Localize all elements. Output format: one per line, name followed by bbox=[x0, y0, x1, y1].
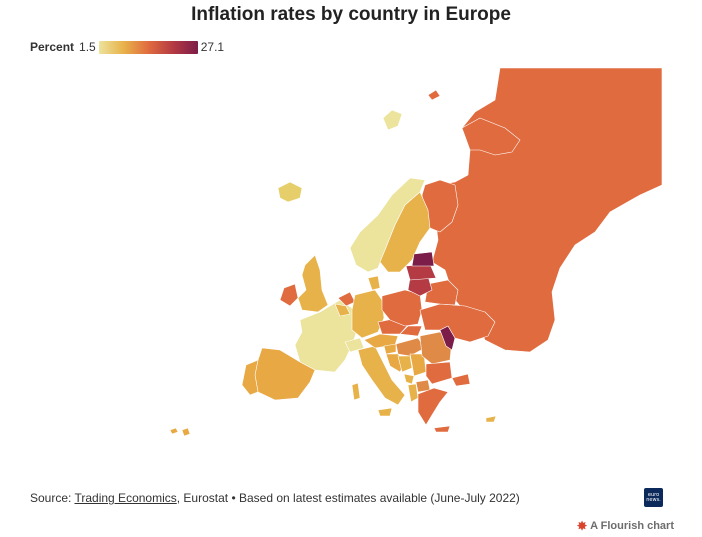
country-estonia[interactable] bbox=[411, 251, 435, 267]
flourish-credit-text: A Flourish chart bbox=[590, 520, 674, 532]
flourish-star-icon: ✸ bbox=[577, 519, 588, 533]
country-russia-kola[interactable] bbox=[461, 117, 521, 156]
country-montenegro[interactable] bbox=[403, 373, 415, 385]
legend-min: 1.5 bbox=[79, 40, 96, 54]
logo-line-1: euro bbox=[647, 491, 660, 498]
country-albania[interactable] bbox=[407, 383, 419, 403]
country-hungary[interactable] bbox=[395, 337, 426, 357]
source-separator: , bbox=[176, 491, 184, 505]
country-portugal[interactable] bbox=[241, 359, 259, 396]
country-canary[interactable] bbox=[181, 427, 191, 437]
country-germany[interactable] bbox=[351, 289, 385, 339]
country-iceland[interactable] bbox=[277, 181, 303, 203]
country-uk[interactable] bbox=[297, 254, 329, 313]
country-belarus[interactable] bbox=[424, 279, 459, 306]
country-bulgaria[interactable] bbox=[425, 361, 453, 385]
source-note: Source: Trading Economics, Eurostat • Ba… bbox=[30, 491, 520, 505]
source-prefix: Source: bbox=[30, 491, 75, 505]
country-belgium[interactable] bbox=[334, 303, 351, 317]
country-ukraine[interactable] bbox=[419, 303, 496, 343]
country-russia-islands[interactable] bbox=[427, 89, 441, 101]
country-sicily[interactable] bbox=[377, 407, 393, 417]
source-link-trading-economics[interactable]: Trading Economics bbox=[74, 491, 177, 505]
country-austria[interactable] bbox=[363, 333, 399, 349]
country-italy[interactable] bbox=[357, 345, 406, 406]
euronews-logo: euro news. bbox=[644, 488, 663, 507]
source-rest: Eurostat • Based on latest estimates ava… bbox=[183, 491, 520, 505]
country-turkey[interactable] bbox=[451, 373, 471, 387]
europe-map[interactable] bbox=[0, 62, 702, 462]
legend-gradient-bar bbox=[98, 40, 198, 54]
country-sardinia[interactable] bbox=[351, 382, 361, 401]
country-bosnia[interactable] bbox=[397, 355, 413, 373]
country-slovakia[interactable] bbox=[399, 325, 423, 337]
country-latvia[interactable] bbox=[405, 263, 437, 281]
logo-line-2: news. bbox=[646, 496, 661, 503]
country-crete[interactable] bbox=[433, 425, 451, 433]
chart-title: Inflation rates by country in Europe bbox=[191, 4, 511, 25]
flourish-credit[interactable]: ✸ A Flourish chart bbox=[577, 519, 674, 533]
country-greece[interactable] bbox=[417, 387, 449, 426]
country-svalbard[interactable] bbox=[382, 109, 403, 131]
country-denmark[interactable] bbox=[367, 275, 381, 291]
country-switzerland[interactable] bbox=[344, 337, 365, 353]
country-ireland[interactable] bbox=[279, 283, 299, 307]
legend-max: 27.1 bbox=[200, 40, 225, 54]
color-legend: Percent 1.5 27.1 bbox=[30, 39, 224, 55]
country-slovenia[interactable] bbox=[383, 343, 397, 355]
country-cyprus[interactable] bbox=[485, 415, 497, 423]
country-malta[interactable] bbox=[169, 427, 179, 435]
legend-label: Percent bbox=[30, 40, 75, 54]
